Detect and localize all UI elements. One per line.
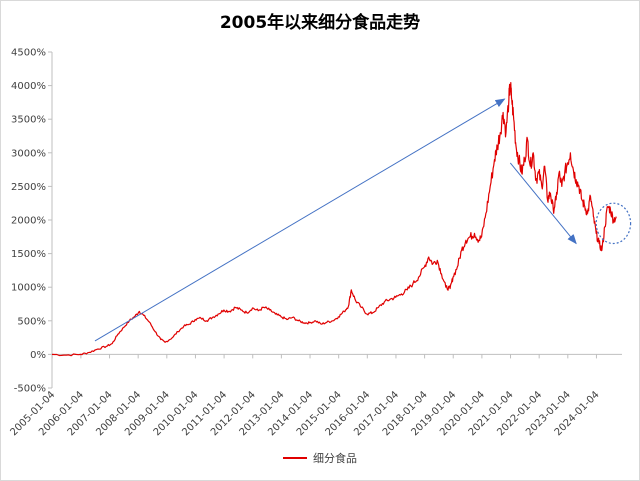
legend: 细分食品	[0, 450, 640, 466]
axes: -500% 0% 500% 1000% 1500% 2000% 2500% 3000% 3500…	[8, 48, 622, 438]
trend-arrow-1	[94, 98, 506, 342]
chart-title: 2005年以来细分食品走势	[219, 13, 421, 33]
y-tick-label: -500%	[14, 384, 46, 395]
y-tick-label: 1000%	[11, 283, 46, 294]
y-tick-label: 0%	[30, 350, 46, 361]
y-tick-label: 4500%	[11, 48, 46, 59]
y-tick-label: 3500%	[11, 115, 46, 126]
series-line-细分食品	[51, 82, 617, 357]
y-tick-label: 2500%	[11, 182, 46, 193]
y-tick-label: 1500%	[11, 249, 46, 260]
y-tick-label: 2000%	[11, 216, 46, 227]
series-layer	[51, 82, 617, 357]
highlight-circle	[595, 202, 632, 245]
legend-swatch	[283, 457, 307, 459]
legend-label: 细分食品	[313, 452, 357, 465]
trend-arrow-2	[509, 162, 577, 245]
annotation-layer	[94, 98, 632, 342]
y-tick-label: 3000%	[11, 148, 46, 159]
y-tick-label: 4000%	[11, 81, 46, 92]
y-tick-label: 500%	[17, 316, 46, 327]
